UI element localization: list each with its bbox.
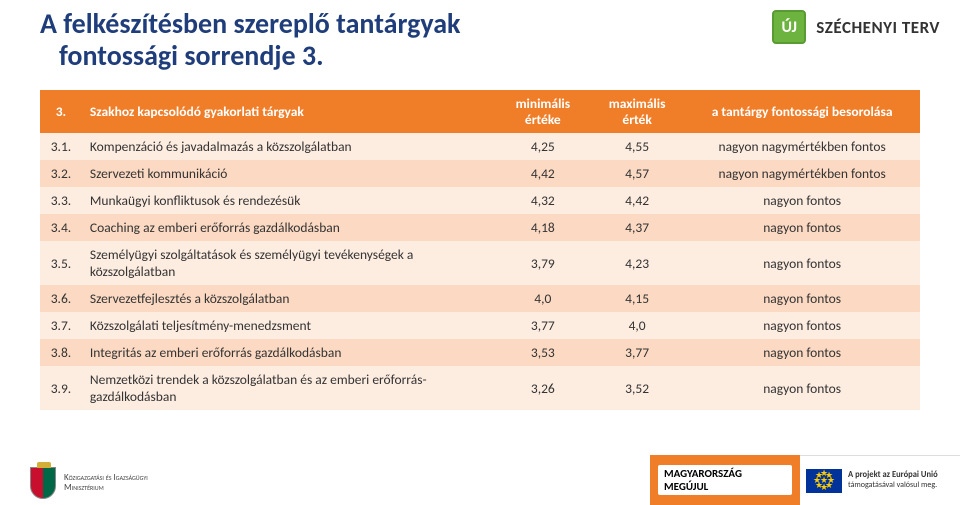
cell-description: Nemzetközi trendek a közszolgálatban és …	[82, 366, 496, 410]
cell-description: Szervezetfejlesztés a közszolgálatban	[82, 285, 496, 312]
cell-max: 4,15	[590, 285, 684, 312]
cell-description: Coaching az emberi erőforrás gazdálkodás…	[82, 214, 496, 241]
table-row: 3.2.Szervezeti kommunikáció4,424,57nagyo…	[40, 160, 920, 187]
title-line1: A felkészítésben szereplő tantárgyak	[40, 6, 460, 41]
cell-max: 4,55	[590, 133, 684, 160]
cell-number: 3.1.	[40, 133, 82, 160]
cell-number: 3.3.	[40, 187, 82, 214]
table-header-row: 3. Szakhoz kapcsolódó gyakorlati tárgyak…	[40, 90, 920, 133]
cell-description: Szervezeti kommunikáció	[82, 160, 496, 187]
header-description: Szakhoz kapcsolódó gyakorlati tárgyak	[82, 90, 496, 133]
szechenyi-logo: ÚJ SZÉCHENYI TERV	[772, 10, 940, 44]
cell-max: 4,0	[590, 312, 684, 339]
eu-block: A projekt az Európai Unió támogatásával …	[800, 455, 960, 505]
cell-rank: nagyon fontos	[684, 214, 920, 241]
cell-description: Integritás az emberi erőforrás gazdálkod…	[82, 339, 496, 366]
cell-number: 3.2.	[40, 160, 82, 187]
title-line2: fontossági sorrendje 3.	[59, 38, 324, 73]
cell-number: 3.6.	[40, 285, 82, 312]
cell-number: 3.4.	[40, 214, 82, 241]
cell-min: 4,0	[496, 285, 590, 312]
slide-title: A felkészítésben szereplő tantárgyak fon…	[40, 8, 460, 72]
eu-text: A projekt az Európai Unió támogatásával …	[848, 471, 938, 489]
eu-line2: támogatásával valósul meg.	[848, 480, 937, 490]
cell-description: Közszolgálati teljesítmény-menedzsment	[82, 312, 496, 339]
table-row: 3.8.Integritás az emberi erőforrás gazdá…	[40, 339, 920, 366]
cell-number: 3.7.	[40, 312, 82, 339]
cell-min: 4,32	[496, 187, 590, 214]
megujul-label: MAGYARORSZÁG MEGÚJUL	[658, 465, 792, 495]
header-number: 3.	[40, 90, 82, 133]
cell-min: 3,26	[496, 366, 590, 410]
cell-min: 3,77	[496, 312, 590, 339]
cell-number: 3.8.	[40, 339, 82, 366]
cell-rank: nagyon fontos	[684, 312, 920, 339]
eu-flag-icon	[806, 469, 842, 493]
header-rank: a tantárgy fontossági besorolása	[684, 90, 920, 133]
cell-description: Munkaügyi konfliktusok és rendezésük	[82, 187, 496, 214]
coat-of-arms-icon	[30, 467, 56, 499]
cell-rank: nagyon nagymértékben fontos	[684, 160, 920, 187]
cell-rank: nagyon fontos	[684, 241, 920, 285]
cell-rank: nagyon nagymértékben fontos	[684, 133, 920, 160]
header-max: maximális érték	[590, 90, 684, 133]
megujul-block: MAGYARORSZÁG MEGÚJUL	[650, 455, 800, 505]
table-body: 3.1.Kompenzáció és javadalmazás a közszo…	[40, 133, 920, 410]
cell-description: Kompenzáció és javadalmazás a közszolgál…	[82, 133, 496, 160]
cell-rank: nagyon fontos	[684, 187, 920, 214]
table-row: 3.1.Kompenzáció és javadalmazás a közszo…	[40, 133, 920, 160]
subjects-table-container: 3. Szakhoz kapcsolódó gyakorlati tárgyak…	[40, 90, 920, 410]
footer-right: MAGYARORSZÁG MEGÚJUL A projekt az Európa…	[650, 455, 960, 505]
cell-number: 3.5.	[40, 241, 82, 285]
table-row: 3.6.Szervezetfejlesztés a közszolgálatba…	[40, 285, 920, 312]
cell-rank: nagyon fontos	[684, 285, 920, 312]
footer-left: Közigazgatási és Igazságügyi Minisztériu…	[30, 467, 148, 499]
cell-rank: nagyon fontos	[684, 366, 920, 410]
cell-max: 4,23	[590, 241, 684, 285]
cell-min: 3,79	[496, 241, 590, 285]
table-row: 3.5.Személyügyi szolgáltatások és személ…	[40, 241, 920, 285]
cell-min: 4,25	[496, 133, 590, 160]
table-row: 3.7.Közszolgálati teljesítmény-menedzsme…	[40, 312, 920, 339]
uj-badge-icon: ÚJ	[772, 10, 806, 44]
table-row: 3.9.Nemzetközi trendek a közszolgálatban…	[40, 366, 920, 410]
cell-max: 3,77	[590, 339, 684, 366]
table-row: 3.4.Coaching az emberi erőforrás gazdálk…	[40, 214, 920, 241]
cell-rank: nagyon fontos	[684, 339, 920, 366]
cell-min: 4,18	[496, 214, 590, 241]
ministry-name: Közigazgatási és Igazságügyi Minisztériu…	[64, 473, 148, 493]
cell-min: 3,53	[496, 339, 590, 366]
cell-max: 4,42	[590, 187, 684, 214]
cell-number: 3.9.	[40, 366, 82, 410]
ministry-line2: Minisztérium	[64, 482, 104, 493]
cell-max: 4,57	[590, 160, 684, 187]
subjects-table: 3. Szakhoz kapcsolódó gyakorlati tárgyak…	[40, 90, 920, 410]
cell-max: 3,52	[590, 366, 684, 410]
szechenyi-text: SZÉCHENYI TERV	[816, 17, 940, 38]
cell-description: Személyügyi szolgáltatások és személyügy…	[82, 241, 496, 285]
cell-min: 4,42	[496, 160, 590, 187]
header-min: minimális értéke	[496, 90, 590, 133]
cell-max: 4,37	[590, 214, 684, 241]
table-row: 3.3.Munkaügyi konfliktusok és rendezésük…	[40, 187, 920, 214]
footer: Közigazgatási és Igazságügyi Minisztériu…	[0, 455, 960, 505]
